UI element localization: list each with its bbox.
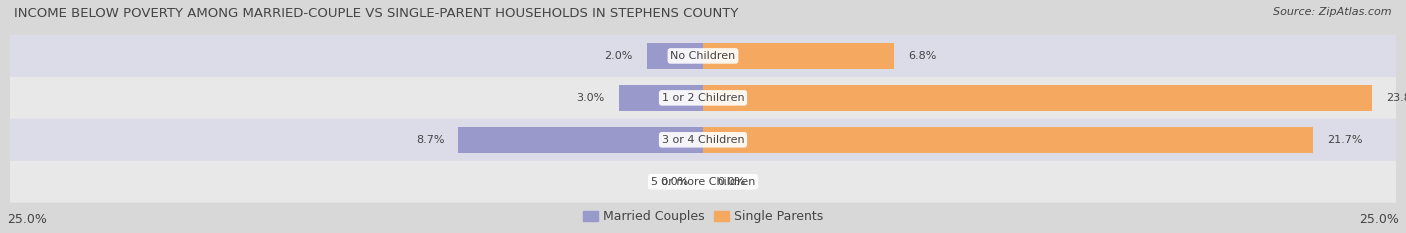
- FancyBboxPatch shape: [10, 161, 1396, 203]
- Bar: [458, 127, 703, 153]
- Text: 0.0%: 0.0%: [661, 177, 689, 187]
- Text: 21.7%: 21.7%: [1327, 135, 1362, 145]
- Text: INCOME BELOW POVERTY AMONG MARRIED-COUPLE VS SINGLE-PARENT HOUSEHOLDS IN STEPHEN: INCOME BELOW POVERTY AMONG MARRIED-COUPL…: [14, 7, 738, 20]
- Bar: [703, 127, 1313, 153]
- Text: 2.0%: 2.0%: [605, 51, 633, 61]
- Text: 25.0%: 25.0%: [7, 212, 46, 226]
- FancyBboxPatch shape: [10, 119, 1396, 161]
- Bar: [619, 85, 703, 111]
- Text: 5 or more Children: 5 or more Children: [651, 177, 755, 187]
- Legend: Married Couples, Single Parents: Married Couples, Single Parents: [578, 205, 828, 228]
- Text: No Children: No Children: [671, 51, 735, 61]
- FancyBboxPatch shape: [10, 77, 1396, 119]
- Text: 23.8%: 23.8%: [1386, 93, 1406, 103]
- FancyBboxPatch shape: [10, 35, 1396, 77]
- Bar: [647, 43, 703, 69]
- Text: 6.8%: 6.8%: [908, 51, 936, 61]
- Text: 8.7%: 8.7%: [416, 135, 444, 145]
- Text: 25.0%: 25.0%: [1360, 212, 1399, 226]
- Text: 3.0%: 3.0%: [576, 93, 605, 103]
- Text: Source: ZipAtlas.com: Source: ZipAtlas.com: [1274, 7, 1392, 17]
- Text: 0.0%: 0.0%: [717, 177, 745, 187]
- Text: 1 or 2 Children: 1 or 2 Children: [662, 93, 744, 103]
- Bar: [703, 43, 894, 69]
- Text: 3 or 4 Children: 3 or 4 Children: [662, 135, 744, 145]
- Bar: [703, 85, 1372, 111]
